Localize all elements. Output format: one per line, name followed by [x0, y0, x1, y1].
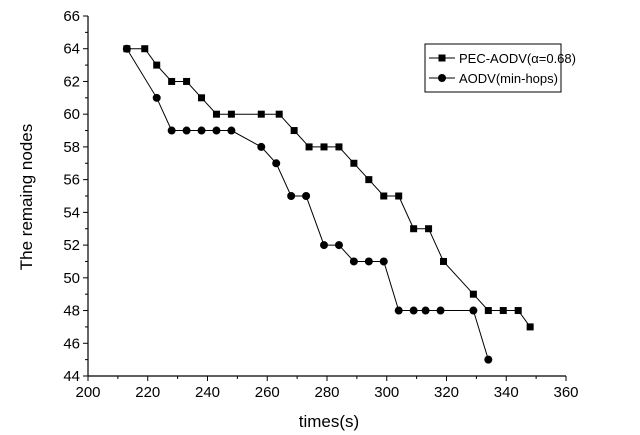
data-point	[227, 110, 235, 118]
data-point	[257, 110, 265, 118]
data-point	[425, 225, 433, 233]
data-point	[212, 126, 221, 135]
data-point	[153, 61, 161, 69]
x-tick-label: 200	[75, 384, 100, 401]
data-point	[198, 94, 206, 102]
data-point	[212, 110, 220, 118]
x-tick-label: 240	[195, 384, 220, 401]
y-tick-label: 60	[63, 106, 80, 123]
y-tick-label: 66	[63, 8, 80, 25]
data-point	[182, 126, 191, 135]
x-tick-label: 320	[434, 384, 459, 401]
data-point	[167, 126, 176, 135]
data-point	[469, 306, 478, 315]
y-tick-label: 48	[63, 303, 80, 320]
data-point	[197, 126, 206, 135]
series-pec-aodv	[123, 45, 534, 331]
x-axis-title: times(s)	[299, 412, 359, 431]
data-point	[484, 307, 492, 315]
data-point	[365, 176, 373, 184]
y-tick-label: 54	[63, 204, 80, 221]
data-point	[168, 77, 176, 85]
legend-item: PEC-AODV(α=0.68)	[429, 51, 576, 66]
axis-titles: times(s) The remaing nodes	[17, 124, 359, 431]
data-point	[183, 77, 191, 85]
x-tick-label: 340	[494, 384, 519, 401]
data-point	[395, 192, 403, 200]
data-point	[484, 355, 493, 364]
data-point	[320, 143, 328, 151]
y-tick-label: 52	[63, 237, 80, 254]
series-layer	[122, 44, 534, 364]
data-point	[275, 110, 283, 118]
data-point	[526, 323, 534, 331]
data-point	[379, 257, 388, 266]
data-point	[334, 241, 343, 250]
data-point	[440, 257, 448, 265]
data-point	[409, 306, 418, 315]
data-point	[394, 306, 403, 315]
data-point	[436, 306, 445, 315]
x-tick-label: 300	[374, 384, 399, 401]
series-aodv-min-hops	[122, 44, 493, 364]
y-tick-label: 58	[63, 139, 80, 156]
data-point	[287, 192, 296, 200]
x-tick-label: 260	[255, 384, 280, 401]
y-axis-title: The remaing nodes	[17, 124, 36, 270]
data-point	[364, 257, 373, 266]
data-point	[469, 290, 477, 298]
data-point	[380, 192, 388, 200]
data-point	[122, 44, 131, 53]
y-tick-label: 44	[63, 368, 80, 385]
data-point	[410, 225, 418, 233]
data-point	[349, 257, 358, 266]
data-point	[499, 307, 507, 315]
data-point	[305, 143, 313, 151]
legend-box	[424, 43, 562, 93]
data-point	[514, 307, 522, 315]
data-point	[421, 306, 430, 315]
y-tick-label: 62	[63, 73, 80, 90]
data-point	[290, 127, 298, 135]
legend-marker	[438, 54, 446, 62]
data-point	[302, 192, 311, 200]
x-tick-label: 220	[135, 384, 160, 401]
x-tick-label: 360	[553, 384, 578, 401]
y-tick-label: 46	[63, 335, 80, 352]
axes: 200 220 240 260 280 300 320 340 360 44 46 48 50 52 54 5…	[63, 8, 578, 401]
data-point	[335, 143, 343, 151]
legend: PEC-AODV(α=0.68) AODV(min-hops)	[424, 43, 576, 93]
data-point	[272, 159, 281, 168]
data-point	[227, 126, 236, 135]
legend-label: AODV(min-hops)	[459, 71, 558, 86]
legend-label: PEC-AODV(α=0.68)	[459, 51, 576, 66]
data-point	[320, 241, 329, 250]
legend-marker	[438, 74, 446, 82]
x-tick-label: 280	[314, 384, 339, 401]
series-line	[126, 48, 489, 360]
y-tick-label: 64	[63, 41, 80, 58]
y-tick-label: 50	[63, 270, 80, 287]
y-tick-label: 56	[63, 172, 80, 189]
data-point	[141, 45, 149, 53]
data-point	[257, 142, 266, 151]
data-point	[350, 159, 358, 167]
legend-item: AODV(min-hops)	[429, 71, 558, 86]
data-point	[152, 93, 161, 102]
